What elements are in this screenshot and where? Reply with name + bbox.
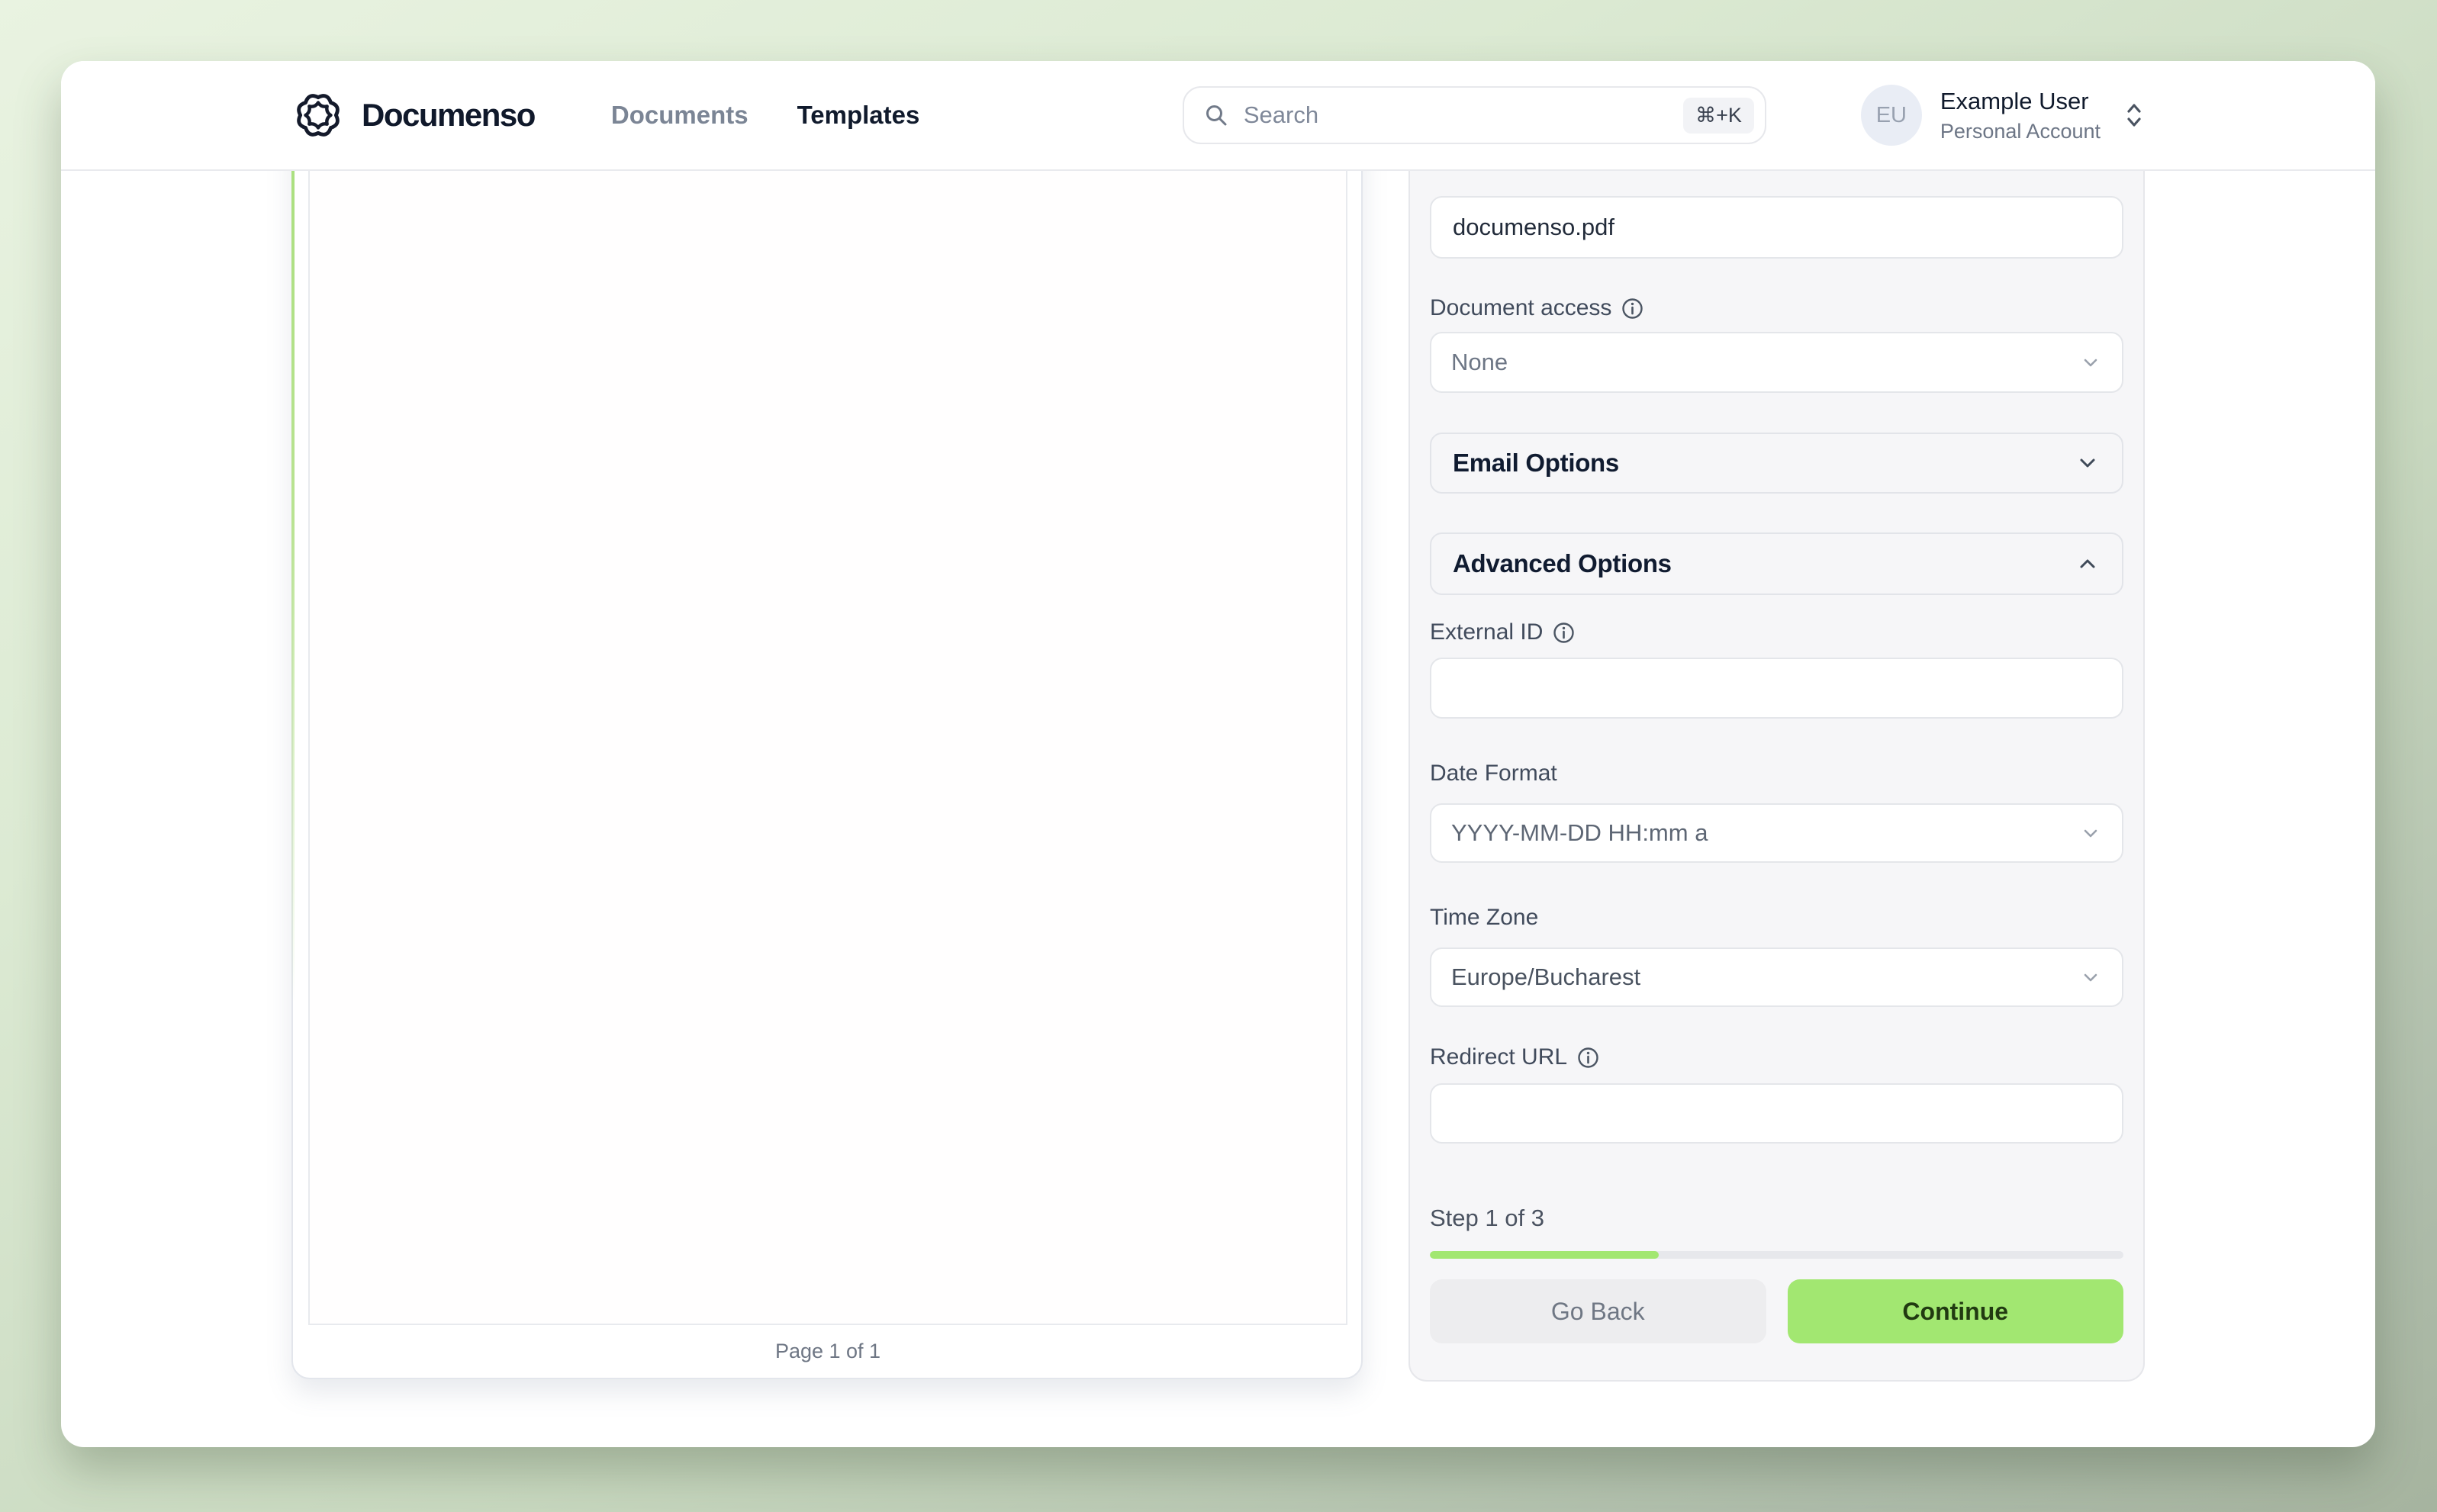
title-input[interactable]: [1451, 213, 2102, 242]
date-format-value: YYYY-MM-DD HH:mm a: [1451, 819, 1708, 846]
time-zone-value: Europe/Bucharest: [1451, 963, 1641, 990]
redirect-url-label: Redirect URL: [1430, 1044, 2123, 1070]
external-id-field-wrapper: [1430, 658, 2123, 719]
document-access-value: None: [1451, 349, 1508, 375]
chevron-down-icon: [2080, 458, 2095, 468]
search-shortcut-badge: ⌘+K: [1683, 97, 1754, 134]
document-access-label: Document access: [1430, 295, 2123, 321]
app-window: Documenso Documents Templates ⌘+K EU Exa…: [61, 61, 2375, 1447]
nav-documents[interactable]: Documents: [610, 101, 748, 129]
step-indicator: Step 1 of 3: [1430, 1205, 1544, 1231]
step-progress-bar: [1430, 1251, 2123, 1259]
external-id-input[interactable]: [1451, 674, 2102, 703]
continue-button[interactable]: Continue: [1787, 1279, 2123, 1343]
redirect-url-field-wrapper: [1430, 1083, 2123, 1144]
date-format-label-text: Date Format: [1430, 761, 1557, 786]
chevron-up-down-icon: [2127, 104, 2141, 127]
wizard-actions: Go Back Continue: [1430, 1279, 2123, 1343]
nav-templates[interactable]: Templates: [797, 101, 920, 129]
search-icon: [1206, 105, 1227, 126]
time-zone-select[interactable]: Europe/Bucharest: [1430, 947, 2123, 1007]
document-access-select[interactable]: None: [1430, 332, 2123, 393]
info-icon[interactable]: [1577, 1047, 1599, 1069]
chevron-down-icon: [2084, 359, 2097, 367]
chevron-down-icon: [2084, 973, 2097, 982]
time-zone-label: Time Zone: [1430, 905, 2123, 931]
info-icon[interactable]: [1621, 298, 1643, 320]
redirect-url-label-text: Redirect URL: [1430, 1044, 1568, 1070]
external-id-label-text: External ID: [1430, 619, 1544, 645]
time-zone-label-text: Time Zone: [1430, 905, 1539, 930]
pdf-page: [308, 171, 1347, 1325]
advanced-options-accordion[interactable]: Advanced Options: [1430, 532, 2123, 595]
search-input[interactable]: [1241, 101, 1684, 130]
title-field-wrapper: [1430, 196, 2123, 259]
documenso-rosette-icon: [297, 94, 340, 137]
page-indicator: Page 1 of 1: [774, 1340, 881, 1362]
external-id-label: External ID: [1430, 619, 2123, 645]
user-account-type: Personal Account: [1940, 119, 2101, 143]
date-format-select[interactable]: YYYY-MM-DD HH:mm a: [1430, 803, 2123, 863]
document-access-label-text: Document access: [1430, 295, 1612, 320]
top-navbar: Documenso Documents Templates ⌘+K EU Exa…: [61, 61, 2375, 171]
email-options-title: Email Options: [1453, 449, 1619, 477]
user-name: Example User: [1940, 87, 2089, 114]
email-options-accordion[interactable]: Email Options: [1430, 433, 2123, 494]
chevron-up-icon: [2080, 559, 2095, 568]
info-icon[interactable]: [1553, 622, 1575, 644]
account-menu-trigger[interactable]: EU Example User Personal Account: [1860, 85, 2145, 146]
search-bar[interactable]: ⌘+K: [1182, 86, 1766, 144]
advanced-options-title: Advanced Options: [1453, 549, 1672, 577]
avatar: EU: [1860, 85, 1922, 146]
date-format-label: Date Format: [1430, 761, 2123, 787]
document-viewer-card: Page 1 of 1: [291, 171, 1363, 1379]
content-area: Page 1 of 1 Document access None: [61, 171, 2375, 1447]
go-back-button[interactable]: Go Back: [1430, 1279, 1766, 1343]
document-settings-panel: Document access None Email Options: [1408, 171, 2145, 1382]
main-nav: Documents Templates: [611, 101, 919, 130]
brand-wordmark: Documenso: [362, 97, 536, 133]
chevron-down-icon: [2084, 829, 2097, 838]
step-progress-fill: [1430, 1251, 1659, 1259]
brand-logo[interactable]: Documenso: [291, 88, 536, 142]
redirect-url-input[interactable]: [1451, 1099, 2102, 1128]
